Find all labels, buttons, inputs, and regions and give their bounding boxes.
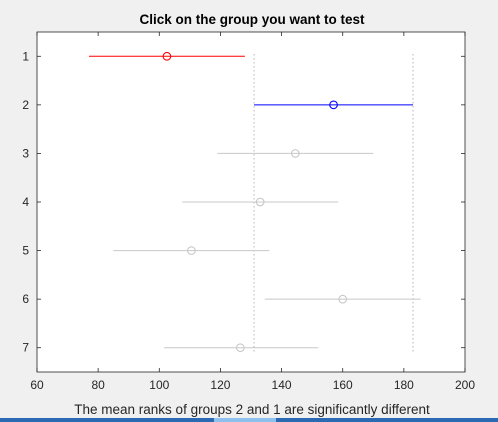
y-tick-label: 6 bbox=[22, 292, 29, 306]
group-3-mean-marker[interactable] bbox=[290, 149, 300, 158]
x-tick-label: 160 bbox=[333, 378, 353, 392]
y-tick-label: 4 bbox=[22, 195, 29, 209]
group-1-mean-marker[interactable] bbox=[162, 51, 172, 61]
x-tick-label: 140 bbox=[272, 378, 292, 392]
y-tick-label: 7 bbox=[22, 341, 29, 355]
x-tick-label: 180 bbox=[394, 378, 414, 392]
x-tick-label: 80 bbox=[91, 378, 105, 392]
y-tick-label: 5 bbox=[22, 244, 29, 258]
x-tick-label: 100 bbox=[149, 378, 169, 392]
group-6-mean-marker[interactable] bbox=[338, 294, 348, 304]
group-7-mean-marker[interactable] bbox=[235, 343, 245, 353]
y-tick-label: 3 bbox=[22, 146, 29, 160]
x-tick-label: 60 bbox=[30, 378, 44, 392]
group-4-mean-marker[interactable] bbox=[255, 197, 265, 207]
chart-title: Click on the group you want to test bbox=[139, 12, 365, 27]
group-2-mean-marker[interactable] bbox=[329, 100, 338, 110]
y-tick-label: 2 bbox=[22, 98, 29, 112]
x-tick-label: 200 bbox=[455, 378, 475, 392]
status-strip-highlight bbox=[214, 418, 276, 422]
x-axis-label: The mean ranks of groups 2 and 1 are sig… bbox=[74, 402, 430, 417]
group-5-mean-marker[interactable] bbox=[187, 246, 196, 255]
x-tick-label: 120 bbox=[210, 378, 230, 392]
y-tick-label: 1 bbox=[22, 49, 29, 63]
